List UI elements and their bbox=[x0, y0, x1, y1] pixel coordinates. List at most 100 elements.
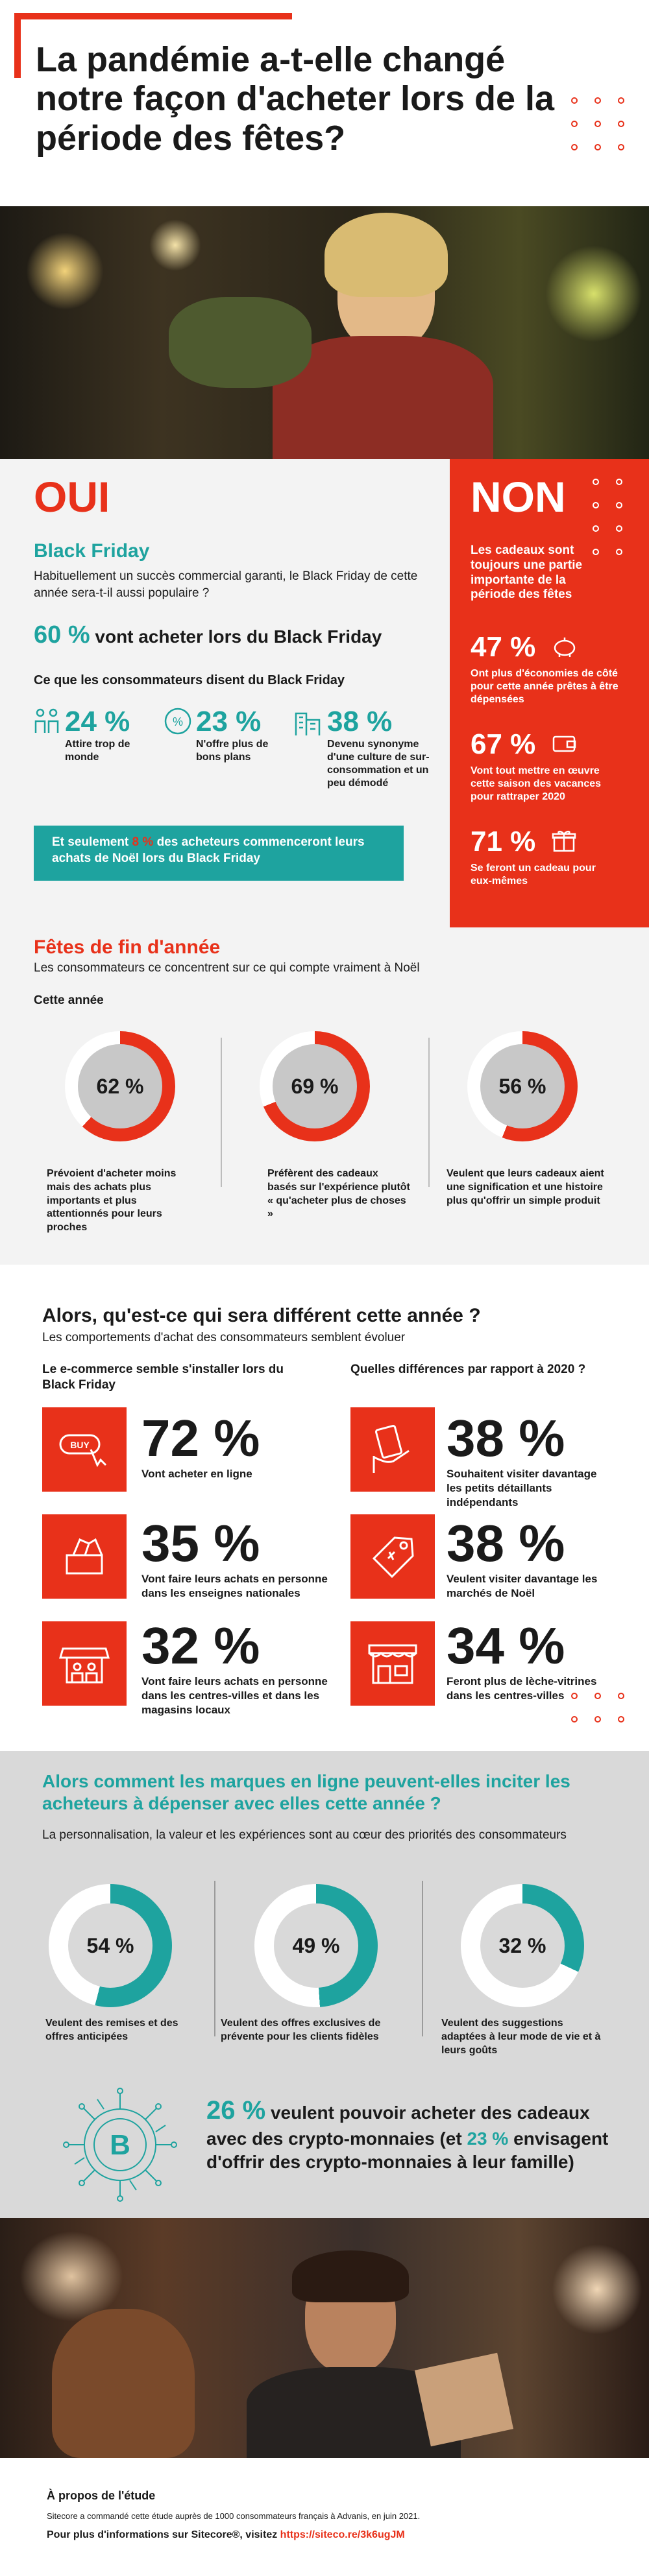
page-title: La pandémie a-t-elle changé notre façon … bbox=[36, 40, 555, 158]
oui-stat-3-pct: 38 % bbox=[327, 706, 393, 737]
diff-left-3-pct: 32 % bbox=[141, 1617, 260, 1675]
brands-donut-2-pct: 49 % bbox=[274, 1903, 358, 1988]
banner-pct: 8 % bbox=[132, 835, 154, 849]
diff-right-1-text: Souhaitent visiter davantage les petits … bbox=[447, 1468, 597, 1509]
diff-right-3-iconbox bbox=[350, 1621, 435, 1706]
header-accent-bar-vertical bbox=[14, 13, 21, 78]
fetes-donut-2-ring: 69 % bbox=[260, 1031, 370, 1141]
money-hand-icon bbox=[373, 1425, 410, 1473]
diff-right-2-pct: 38 % bbox=[447, 1514, 565, 1572]
shopping-box-icon bbox=[66, 1538, 103, 1575]
diff-left-1-iconbox: BUY bbox=[42, 1407, 127, 1492]
diff-right-2-text: Veulent visiter davantage les marchés de… bbox=[447, 1573, 598, 1600]
non-stat-2: 67 % Vont tout mettre en œuvre cette sai… bbox=[471, 728, 633, 804]
fetes-section: Fêtes de fin d'année Les consommateurs c… bbox=[0, 927, 649, 1265]
non-stat-2-pct: 67 % bbox=[471, 728, 536, 760]
storefront-icon bbox=[368, 1644, 417, 1684]
brands-donut-1-text: Veulent des remises et des offres antici… bbox=[45, 2018, 178, 2042]
diff-right-title: Quelles différences par rapport à 2020 ? bbox=[350, 1363, 586, 1376]
non-panel: NON Les cadeaux sont toujours une partie… bbox=[450, 459, 649, 952]
header: La pandémie a-t-elle changé notre façon … bbox=[0, 0, 649, 206]
non-stat-1: 47 % Ont plus d'économies de côté pour c… bbox=[471, 631, 633, 706]
black-friday-banner: Et seulement 8 % des acheteurs commencer… bbox=[34, 826, 404, 881]
crypto-pct-2: 23 % bbox=[467, 2129, 509, 2149]
diff-section: Alors, qu'est-ce qui sera différent cett… bbox=[0, 1265, 649, 1751]
buy-button-icon: BUY bbox=[59, 1434, 107, 1468]
about-section: À propos de l'étude Sitecore a commandé … bbox=[0, 2458, 649, 2576]
discount-icon: % bbox=[164, 708, 191, 735]
diff-left-title: Le e-commerce semble s'installer lors du… bbox=[42, 1363, 284, 1392]
diff-left-3-text: Vont faire leurs achats en personne dans… bbox=[141, 1675, 328, 1717]
local-shop-icon bbox=[59, 1647, 110, 1684]
about-title: À propos de l'étude bbox=[47, 2489, 156, 2502]
crypto-text-mid: veulent pouvoir acheter des cadeaux avec… bbox=[206, 2103, 590, 2149]
oui-title: OUI bbox=[34, 473, 110, 521]
non-stat-1-pct: 47 % bbox=[471, 631, 536, 663]
fetes-donut-3-pct: 56 % bbox=[480, 1044, 565, 1128]
piggy-bank-icon bbox=[554, 638, 576, 657]
oui-stat-1-pct: 24 % bbox=[65, 706, 130, 737]
non-title: NON bbox=[471, 473, 566, 521]
fetes-donut-3-ring: 56 % bbox=[467, 1031, 578, 1141]
black-friday-text: Habituellement un succès commercial gara… bbox=[34, 569, 418, 600]
brands-section: Alors comment les marques en ligne peuve… bbox=[0, 1751, 649, 2218]
black-friday-title: Black Friday bbox=[34, 540, 150, 562]
fetes-donut-2-text: Préfèrent des cadeaux basés sur l'expéri… bbox=[267, 1168, 410, 1220]
diff-right-2-iconbox bbox=[350, 1514, 435, 1599]
diff-title: Alors, qu'est-ce qui sera différent cett… bbox=[42, 1305, 481, 1326]
diff-right-1-pct: 38 % bbox=[447, 1409, 565, 1467]
crowd-icon bbox=[34, 708, 59, 733]
brands-donut-3-pct: 32 % bbox=[480, 1903, 565, 1988]
diff-left-2-iconbox bbox=[42, 1514, 127, 1599]
hero-photo bbox=[0, 206, 649, 459]
banner-text-pre: Et seulement bbox=[52, 835, 132, 849]
fetes-donut-3: 56 % bbox=[467, 1031, 578, 1141]
black-friday-pct-text: vont acheter lors du Black Friday bbox=[95, 626, 382, 647]
bitcoin-circuit-icon: B bbox=[63, 2088, 177, 2202]
oui-stat-2-pct: 23 % bbox=[196, 706, 262, 737]
brands-donut-1-pct: 54 % bbox=[68, 1903, 153, 1988]
fetes-title: Fêtes de fin d'année bbox=[34, 936, 221, 958]
fetes-subtitle: Les consommateurs ce concentrent sur ce … bbox=[34, 961, 420, 975]
diff-right-3-pct: 34 % bbox=[447, 1617, 565, 1675]
oui-stat-2-text: N'offre plus de bons plans bbox=[196, 739, 269, 763]
wallet-icon bbox=[552, 735, 576, 752]
diff-right-1-iconbox bbox=[350, 1407, 435, 1492]
black-friday-stat: 60 % vont acheter lors du Black Friday bbox=[34, 621, 382, 649]
diff-left-1-pct: 72 % bbox=[141, 1409, 260, 1467]
diff-left-3-iconbox bbox=[42, 1621, 127, 1706]
buildings-icon bbox=[295, 712, 321, 735]
sitecore-link[interactable]: https://siteco.re/3k6ugJM bbox=[280, 2529, 405, 2540]
crypto-text: 26 % veulent pouvoir acheter des cadeaux… bbox=[206, 2093, 609, 2175]
diff-right-3-text: Feront plus de lèche-vitrines dans les c… bbox=[447, 1675, 597, 1702]
banner-text-post: des acheteurs commenceront leurs achats … bbox=[52, 835, 365, 865]
brands-donut-1-ring: 54 % bbox=[49, 1884, 172, 2007]
fetes-label: Cette année bbox=[34, 994, 104, 1007]
oui-stat-3-text: Devenu synonyme d'une culture de sur-con… bbox=[327, 739, 430, 789]
brands-donut-3-text: Veulent des suggestions adaptées à leur … bbox=[441, 2018, 601, 2056]
svg-text:BUY: BUY bbox=[70, 1440, 90, 1450]
non-stat-3: 71 % Se feront un cadeau pour eux-mêmes bbox=[471, 826, 633, 888]
diff-left-2-pct: 35 % bbox=[141, 1514, 260, 1572]
about-more: Pour plus d'informations sur Sitecore®, … bbox=[47, 2529, 405, 2541]
brands-donut-2-text: Veulent des offres exclusives de prévent… bbox=[221, 2018, 381, 2042]
diff-subtitle: Les comportements d'achat des consommate… bbox=[42, 1331, 406, 1344]
non-stat-2-text: Vont tout mettre en œuvre cette saison d… bbox=[471, 765, 602, 802]
brands-donut-2-ring: 49 % bbox=[254, 1884, 378, 2007]
diff-left-1-text: Vont acheter en ligne bbox=[141, 1468, 252, 1480]
diff-decor-dots bbox=[571, 1693, 624, 1723]
fetes-donut-2: 69 % bbox=[260, 1031, 370, 1141]
price-tag-icon bbox=[372, 1536, 414, 1579]
svg-text:%: % bbox=[173, 715, 183, 728]
oui-stat-1-text: Attire trop de monde bbox=[65, 739, 130, 763]
decor-dots bbox=[571, 97, 624, 150]
fetes-donut-1: 62 % bbox=[65, 1031, 175, 1141]
fetes-donut-3-text: Veulent que leurs cadeaux aient une sign… bbox=[447, 1168, 604, 1206]
oui-section: OUI Black Friday Habituellement un succè… bbox=[0, 459, 649, 952]
about-text: Sitecore a commandé cette étude auprès d… bbox=[47, 2511, 421, 2521]
non-stat-1-text: Ont plus d'économies de côté pour cette … bbox=[471, 668, 618, 705]
fetes-donut-1-text: Prévoient d'acheter moins mais des achat… bbox=[47, 1168, 177, 1234]
fetes-donut-2-pct: 69 % bbox=[273, 1044, 357, 1128]
crypto-text-end: envisagent d'offrir des crypto-monnaies … bbox=[206, 2129, 609, 2173]
consumers-say-title: Ce que les consommateurs disent du Black… bbox=[34, 673, 345, 687]
